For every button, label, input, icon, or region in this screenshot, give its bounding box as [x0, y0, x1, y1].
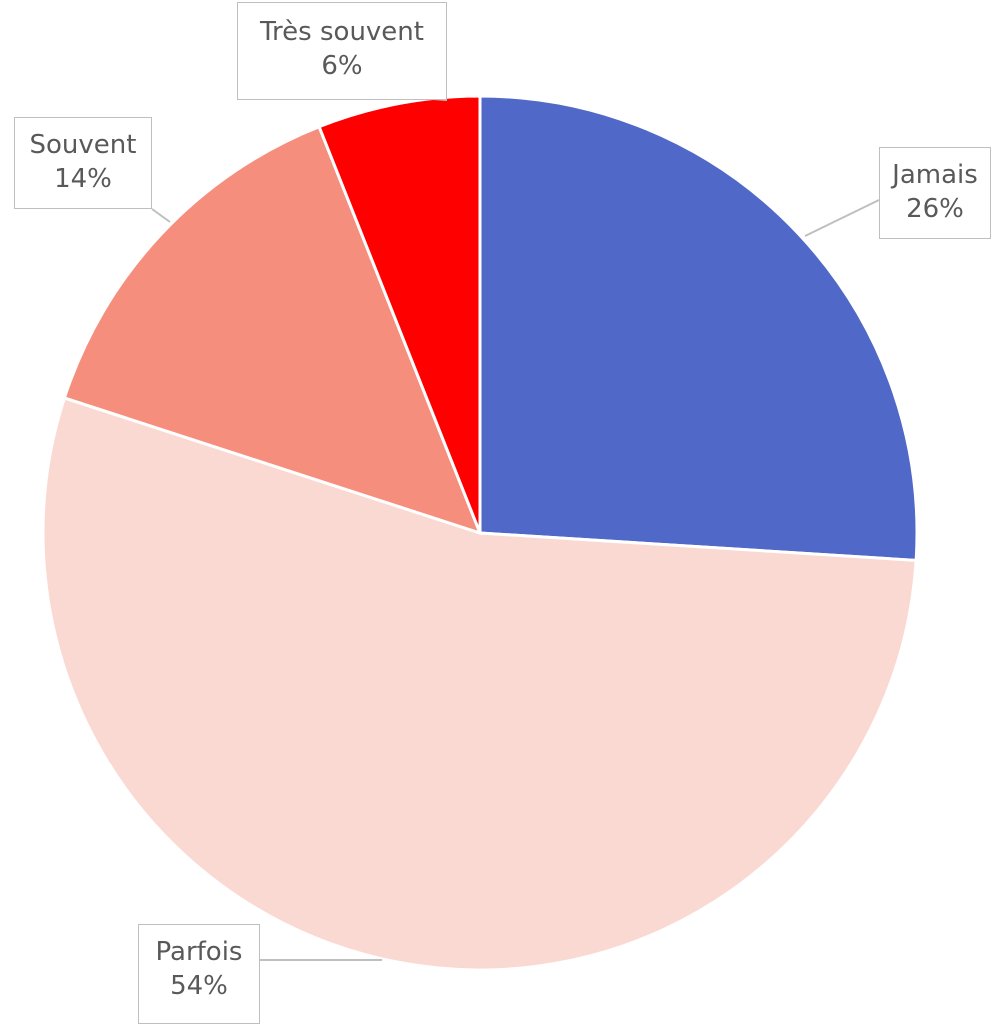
data-label-souvent-value: 14% [54, 164, 112, 194]
pie-slice-jamais [478, 94, 919, 563]
data-label-souvent: Souvent 14% [14, 117, 152, 209]
data-label-parfois-name: Parfois [155, 937, 243, 967]
pie-slice-souvent [62, 124, 483, 536]
data-label-jamais-value: 26% [906, 194, 964, 224]
pie-slice-tr-s-souvent [317, 94, 482, 534]
data-label-tres-souvent-name: Très souvent [260, 17, 424, 47]
data-label-souvent-name: Souvent [29, 130, 137, 160]
leader-line-jamais [804, 199, 880, 237]
data-label-tres-souvent: Très souvent 6% [237, 2, 447, 100]
data-label-parfois: Parfois 54% [138, 924, 260, 1024]
data-label-jamais: Jamais 26% [879, 147, 991, 239]
leader-line-souvent [151, 208, 171, 223]
data-label-tres-souvent-value: 6% [321, 51, 363, 81]
data-label-jamais-name: Jamais [892, 160, 978, 190]
pie-slice-parfois [41, 396, 918, 972]
data-label-parfois-value: 54% [170, 971, 228, 1001]
